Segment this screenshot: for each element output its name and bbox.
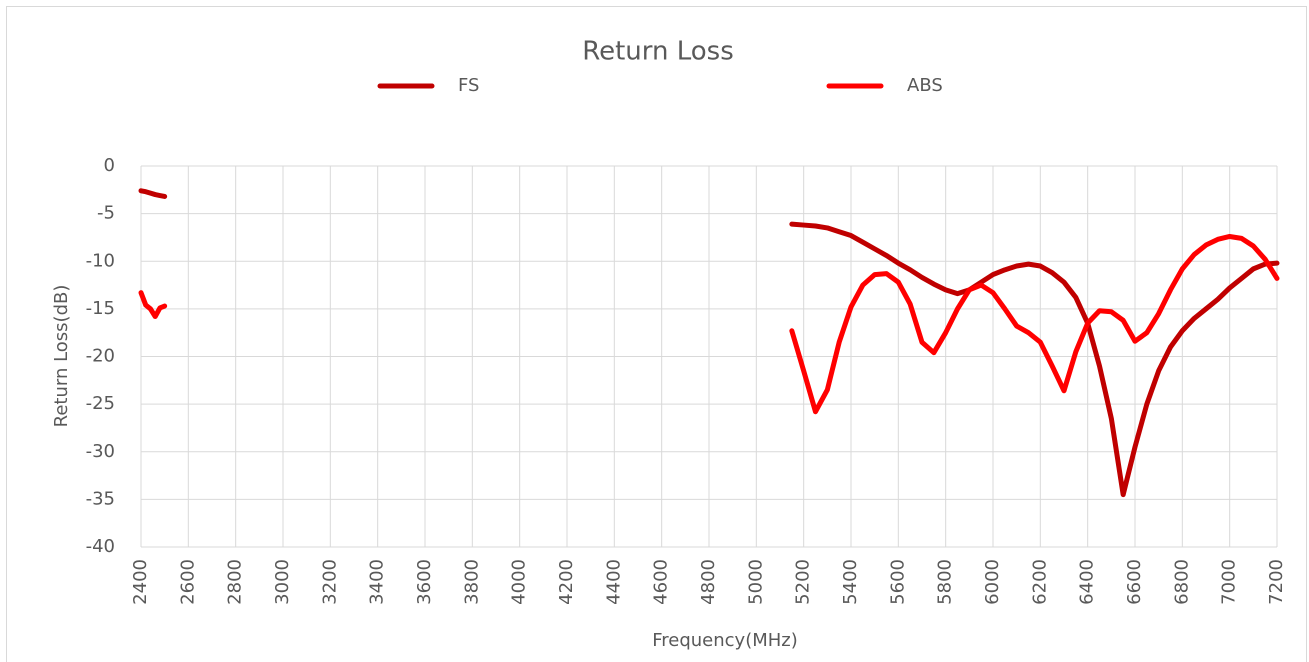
y-tick-label: -30 xyxy=(86,441,115,462)
x-tick-label: 6400 xyxy=(1077,559,1098,605)
x-tick-label: 3800 xyxy=(461,559,482,605)
y-axis-title: Return Loss(dB) xyxy=(51,285,72,428)
x-tick-label: 6000 xyxy=(982,559,1003,605)
x-tick-label: 5800 xyxy=(935,559,956,605)
chart-title: Return Loss xyxy=(582,37,734,67)
x-tick-label: 2600 xyxy=(177,559,198,605)
x-tick-label: 2400 xyxy=(130,559,151,605)
x-tick-label: 3600 xyxy=(414,559,435,605)
y-tick-label: -40 xyxy=(86,536,115,557)
series-line xyxy=(789,221,1280,498)
x-tick-label: 7000 xyxy=(1219,559,1240,605)
x-tick-label: 4600 xyxy=(651,559,672,605)
y-tick-label: -25 xyxy=(86,393,115,414)
legend-label: ABS xyxy=(907,75,943,96)
y-tick-label: -20 xyxy=(86,346,115,367)
x-tick-label: 6800 xyxy=(1171,559,1192,605)
x-tick-label: 6600 xyxy=(1124,559,1145,605)
x-tick-label: 3400 xyxy=(367,559,388,605)
x-tick-label: 3000 xyxy=(272,559,293,605)
x-tick-label: 5200 xyxy=(793,559,814,605)
legend-label: FS xyxy=(458,75,479,96)
y-tick-label: -10 xyxy=(86,250,115,271)
x-axis-title: Frequency(MHz) xyxy=(652,630,798,651)
x-tick-label: 6200 xyxy=(1029,559,1050,605)
x-tick-label: 5600 xyxy=(887,559,908,605)
series-line xyxy=(789,233,1280,415)
x-tick-label: 4200 xyxy=(556,559,577,605)
series-line xyxy=(138,188,168,199)
x-tick-label: 4800 xyxy=(698,559,719,605)
y-tick-label: 0 xyxy=(104,155,115,176)
x-tick-label: 4400 xyxy=(603,559,624,605)
y-tick-label: -5 xyxy=(97,203,115,224)
x-tick-label: 4000 xyxy=(509,559,530,605)
y-tick-label: -35 xyxy=(86,488,115,509)
x-tick-label: 3200 xyxy=(319,559,340,605)
x-tick-label: 5400 xyxy=(840,559,861,605)
x-tick-label: 5000 xyxy=(745,559,766,605)
series-line xyxy=(138,290,168,319)
x-tick-label: 7200 xyxy=(1266,559,1287,605)
x-tick-label: 2800 xyxy=(225,559,246,605)
y-tick-label: -15 xyxy=(86,298,115,319)
